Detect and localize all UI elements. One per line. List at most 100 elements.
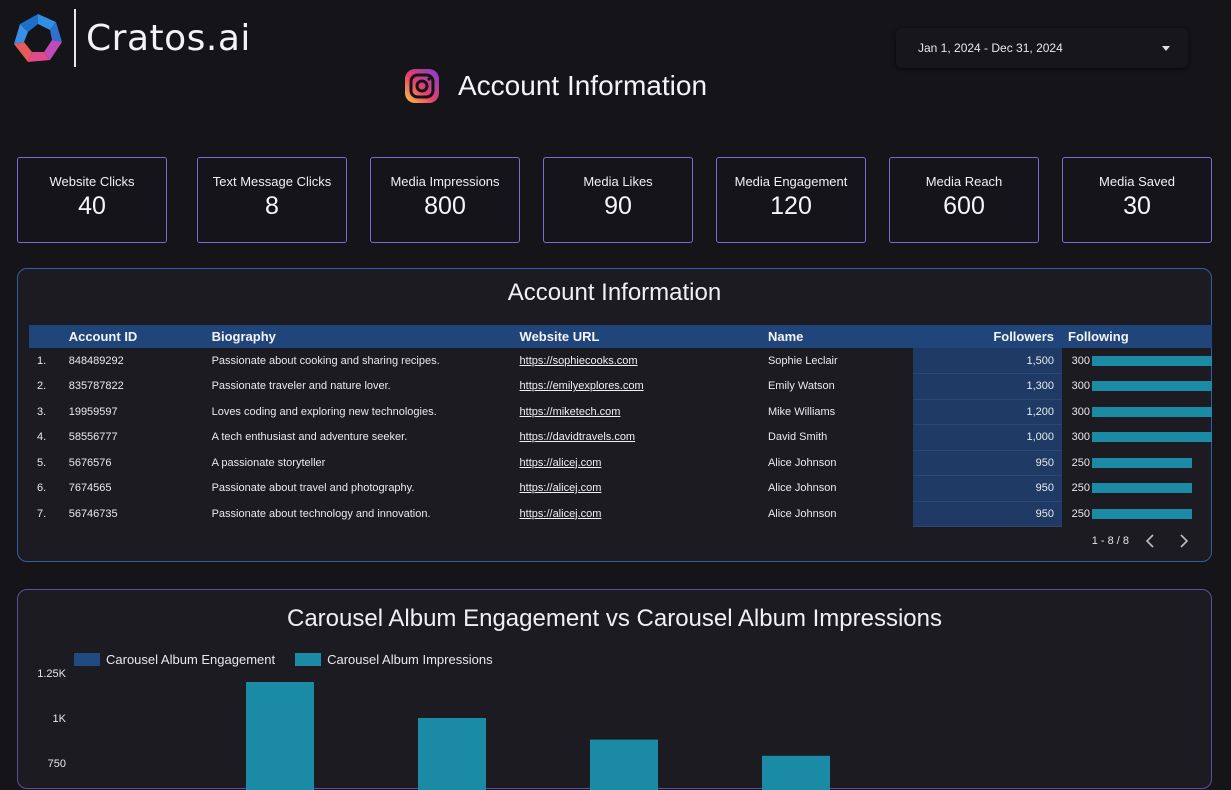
legend-item-impressions[interactable]: Carousel Album Impressions [295,652,493,667]
cell-account-id: 58556777 [68,431,118,444]
bar-impressions[interactable] [590,739,658,790]
cell-account-id: 19959597 [68,405,118,418]
following-bar [1092,355,1212,366]
table-row[interactable]: 5. 5676576 A passionate storyteller https:/… [29,450,1212,476]
cell-following: 300 [1062,425,1212,451]
legend-item-engagement[interactable]: Carousel Album Engagement [74,652,275,667]
header-followers[interactable]: Followers [993,329,1054,344]
kpi-text-message-clicks: Text Message Clicks 8 [197,157,347,243]
website-link[interactable]: https://emilyexplores.com [519,380,644,393]
cell-website-url: https://sophiecooks.com [520,348,768,374]
y-tick-label: 1.25K [37,668,66,680]
cell-following: 300 [1062,348,1212,374]
kpi-value: 40 [78,192,106,220]
table-row[interactable]: 1. 848489292 Passionate about cooking and … [29,348,1212,374]
following-value: 250 [1071,482,1090,495]
date-range-picker[interactable]: Jan 1, 2024 - Dec 31, 2024 [896,28,1188,68]
kpi-label: Media Impressions [390,174,500,189]
kpi-label: Media Engagement [734,174,848,189]
table-row[interactable]: 6. 7674565 Passionate about travel and pho… [29,475,1212,502]
table-row[interactable]: 4. 58556777 A tech enthusiast and adventur… [29,424,1212,451]
bar-impressions[interactable] [246,682,314,790]
row-index: 2. [37,380,47,393]
legend-swatch [74,653,100,666]
y-tick-label: 750 [48,758,66,770]
brand-logo: Cratos.ai [10,8,251,68]
kpi-label: Media Likes [583,174,653,189]
kpi-media-likes: Media Likes 90 [543,157,693,243]
table-row[interactable]: 2. 835787822 Passionate traveler and natur… [29,373,1212,400]
cell-biography: Passionate traveler and nature lover. [211,380,391,393]
following-value: 250 [1071,456,1090,469]
chart-legend: Carousel Album Engagement Carousel Album… [74,652,513,667]
cell-name: Emily Watson [767,380,835,393]
cell-biography: A passionate storyteller [211,456,326,469]
kpi-media-saved: Media Saved 30 [1062,157,1212,243]
kpi-media-reach: Media Reach 600 [889,157,1039,243]
header-account-id[interactable]: Account ID [68,329,138,344]
row-index: 3. [37,405,47,418]
row-index: 5. [37,456,47,469]
legend-swatch [295,653,322,666]
carousel-chart-panel: Carousel Album Engagement vs Carousel Al… [17,589,1212,790]
cell-biography: Passionate about technology and innovati… [211,507,431,520]
row-index: 6. [37,482,47,495]
website-link[interactable]: https://alicej.com [519,507,602,520]
cell-account-id: 835787822 [68,380,124,393]
bar-impressions[interactable] [418,718,486,790]
website-link[interactable]: https://davidtravels.com [519,431,636,444]
following-value: 250 [1071,507,1090,520]
following-bar [1092,508,1192,519]
kpi-label: Website Clicks [49,174,135,189]
table-row[interactable]: 3. 19959597 Loves coding and exploring new… [29,399,1212,425]
account-table-panel: Account Information Account ID Biography… [17,268,1212,562]
cratos-logo-icon [14,14,62,62]
website-link[interactable]: https://miketech.com [519,405,621,418]
account-table: Account ID Biography Website URL Name Fo… [29,325,1212,527]
kpi-value: 8 [265,192,279,220]
cell-followers: 950 [912,475,1062,502]
website-link[interactable]: https://alicej.com [519,482,602,495]
cell-followers: 1,200 [912,399,1062,425]
kpi-media-engagement: Media Engagement 120 [716,157,866,243]
table-title: Account Information [507,279,722,306]
chevron-left-icon[interactable] [1141,533,1161,549]
header-biography[interactable]: Biography [211,329,276,344]
cell-website-url: https://alicej.com [520,450,768,476]
chevron-right-icon[interactable] [1173,533,1193,549]
website-link[interactable]: https://alicej.com [519,456,602,469]
row-index: 7. [37,507,47,520]
kpi-value: 120 [770,192,812,220]
kpi-value: 600 [943,192,985,220]
brand-name: Cratos.ai [86,17,251,59]
kpi-value: 90 [604,192,632,220]
cell-website-url: https://alicej.com [520,501,768,527]
legend-label: Carousel Album Engagement [106,652,276,667]
bar-impressions[interactable] [762,755,830,790]
header-following[interactable]: Following [1068,329,1129,344]
kpi-label: Text Message Clicks [212,174,332,189]
kpi-label: Media Saved [1099,174,1175,189]
cell-name: Alice Johnson [767,456,837,469]
cell-account-id: 7674565 [68,482,112,495]
cell-biography: Passionate about travel and photography. [211,482,415,495]
cell-following: 250 [1062,476,1212,502]
cell-biography: Loves coding and exploring new technolog… [211,405,437,418]
kpi-label: Media Reach [925,174,1003,189]
following-bar [1092,432,1212,443]
logo-separator [74,9,76,67]
cell-account-id: 56746735 [68,507,118,520]
following-value: 300 [1071,405,1090,418]
header-website-url[interactable]: Website URL [519,329,600,344]
following-value: 300 [1071,354,1090,367]
kpi-value: 800 [424,192,466,220]
website-link[interactable]: https://sophiecooks.com [519,354,638,367]
table-row[interactable]: 7. 56746735 Passionate about technology an… [29,501,1212,527]
cell-name: Sophie Leclair [767,354,838,367]
table-header-row: Account ID Biography Website URL Name Fo… [29,325,1212,348]
header-name[interactable]: Name [767,329,804,344]
following-value: 300 [1071,431,1090,444]
cell-following: 300 [1062,374,1212,400]
cell-biography: A tech enthusiast and adventure seeker. [211,431,408,444]
following-bar [1092,483,1192,494]
